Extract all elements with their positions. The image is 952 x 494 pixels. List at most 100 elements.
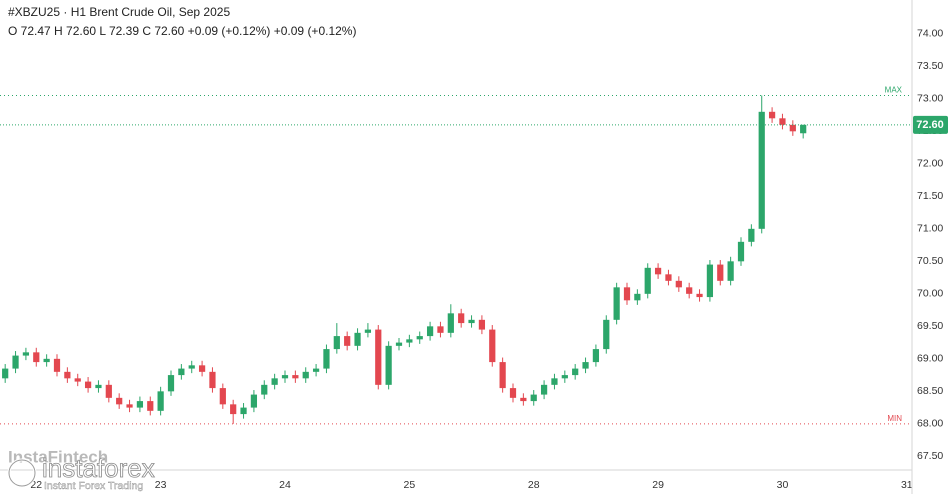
candle-body — [416, 336, 423, 340]
candle-body — [603, 319, 610, 350]
candle-body — [302, 371, 309, 379]
candle-body — [178, 368, 185, 376]
candle-body — [147, 401, 154, 411]
candle-body — [675, 280, 682, 288]
y-tick-label: 68.00 — [917, 418, 943, 430]
candle-body — [458, 313, 465, 324]
min-line-label: MIN — [887, 414, 902, 423]
candle-body — [261, 384, 268, 395]
candle-body — [292, 375, 299, 379]
candle-body — [665, 274, 672, 281]
y-tick-label: 67.50 — [917, 450, 943, 462]
candle-body — [696, 293, 703, 298]
candle-body — [644, 267, 651, 294]
candle-body — [12, 355, 19, 369]
x-tick-label: 22 — [30, 479, 42, 491]
candle-body — [768, 111, 776, 119]
candle-body — [706, 264, 714, 298]
candle-body — [157, 391, 164, 411]
x-tick-label: 31 — [901, 479, 913, 491]
plot-area: 22 23 24 25 28 29 30 31 MAX MIN — [0, 86, 913, 491]
x-tick-label: 29 — [652, 479, 664, 491]
candle-body — [22, 352, 30, 356]
candle-body — [209, 371, 216, 389]
candle-body — [468, 319, 475, 324]
candle-body — [499, 362, 506, 389]
y-tick-label: 69.50 — [917, 320, 943, 332]
candle-body — [364, 329, 372, 333]
y-tick-label: 74.00 — [917, 28, 943, 40]
candle-body — [271, 378, 278, 385]
candle-body — [354, 332, 361, 346]
y-tick-label: 71.50 — [917, 190, 943, 202]
chart-title: #XBZU25 · H1 Brent Crude Oil, Sep 2025 — [8, 5, 230, 19]
candle-body — [84, 381, 92, 389]
candle-body — [281, 375, 289, 379]
candle-body — [789, 124, 796, 132]
candle-body — [509, 388, 517, 398]
candle-body — [686, 287, 693, 294]
y-tick-label: 68.50 — [917, 385, 943, 397]
candle-body — [105, 384, 112, 398]
candle-body — [230, 404, 237, 415]
candle-body — [198, 365, 206, 372]
y-tick-label: 70.00 — [917, 288, 943, 300]
candle-body — [219, 388, 226, 405]
candle-body — [737, 241, 745, 262]
candle-body — [2, 368, 9, 379]
candle-body — [437, 326, 444, 333]
candle-body — [551, 378, 558, 385]
candle-body — [375, 329, 382, 385]
watermark-tagline: Instant Forex Trading — [44, 480, 143, 492]
ohlc-summary: O 72.47 H 72.60 L 72.39 C 72.60 +0.09 (+… — [8, 24, 356, 38]
x-tick-label: 30 — [777, 479, 789, 491]
y-tick-label: 73.50 — [917, 60, 943, 72]
candle-body — [572, 368, 579, 376]
y-tick-label: 71.00 — [917, 223, 943, 235]
candle-body — [74, 378, 81, 382]
candle-body — [95, 384, 102, 389]
x-tick-label: 28 — [528, 479, 540, 491]
candle-body — [530, 394, 537, 402]
candle-body — [800, 124, 807, 134]
candle-body — [582, 362, 589, 369]
candle-body — [188, 365, 195, 369]
candle-body — [748, 228, 755, 242]
candle-body — [623, 287, 631, 301]
candle-body — [333, 336, 340, 350]
candle-body — [312, 368, 320, 372]
candle-body — [727, 261, 734, 281]
y-tick-label: 73.00 — [917, 93, 943, 105]
y-tick-label: 69.00 — [917, 353, 943, 365]
candle-body — [540, 384, 548, 395]
x-tick-label: 24 — [279, 479, 291, 491]
candle-body — [426, 326, 434, 337]
watermark-brand: instaforex — [42, 453, 155, 483]
candle-body — [33, 352, 40, 363]
candle-body — [592, 349, 600, 363]
candle-body — [561, 375, 568, 379]
candle-body — [758, 111, 765, 229]
max-line-label: MAX — [885, 86, 903, 95]
candle-body — [717, 264, 724, 281]
y-tick-label: 70.50 — [917, 255, 943, 267]
watermark: InstaFintech instaforex Instant Forex Tr… — [7, 447, 155, 492]
candle-body — [779, 118, 786, 125]
candle-body — [240, 407, 247, 415]
logo-icon-outline — [8, 459, 36, 487]
last-price-label: 72.60 — [916, 119, 944, 131]
x-tick-label: 23 — [155, 479, 167, 491]
candle-body — [613, 287, 620, 320]
candle-body — [406, 339, 413, 343]
candle-body — [126, 404, 133, 408]
candle-body — [167, 375, 175, 392]
candle-body — [43, 358, 50, 363]
watermark-company: InstaFintech — [8, 447, 108, 466]
candle-body — [634, 293, 641, 301]
candle-body — [53, 358, 61, 372]
candle-body — [344, 336, 351, 346]
candle-body — [489, 329, 496, 363]
candle-body — [64, 371, 71, 379]
candle-body — [136, 401, 144, 408]
